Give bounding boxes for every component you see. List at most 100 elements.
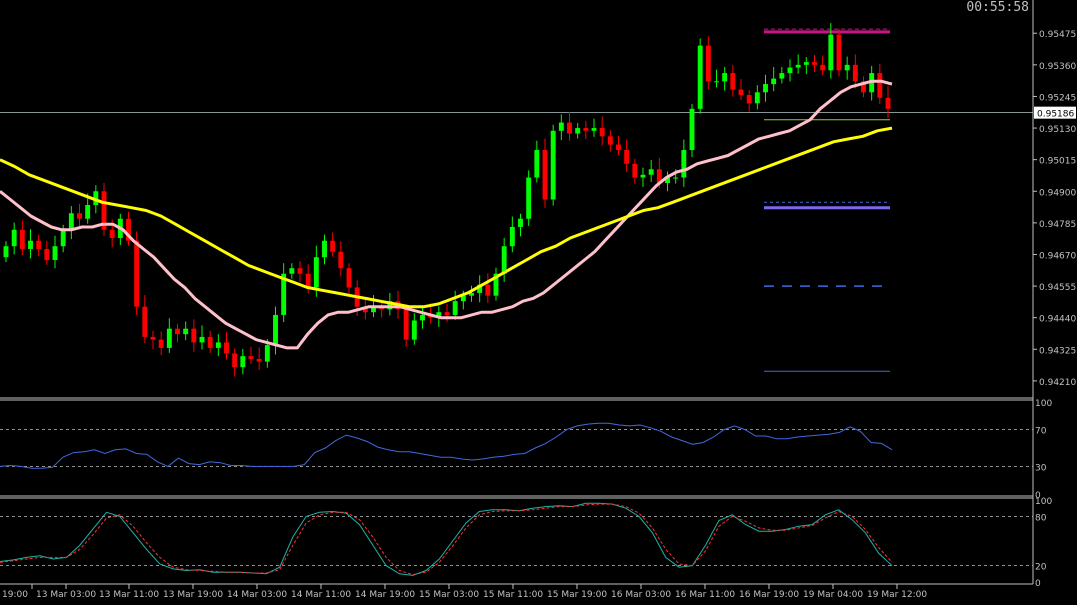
candle-body — [11, 229, 17, 247]
price-tick-label: 0.94900 — [1039, 188, 1076, 198]
candle-body — [722, 73, 728, 82]
current-price-box — [1034, 106, 1076, 119]
price-tick-label: 0.95475 — [1039, 30, 1076, 40]
yellow-moving-average-line — [0, 126, 893, 309]
candle-body — [632, 163, 638, 178]
candle-body — [820, 64, 826, 71]
rsi-tick-label: 30 — [1035, 463, 1047, 473]
candle-body — [191, 328, 197, 343]
candle-body — [681, 150, 687, 178]
candle-body — [861, 81, 866, 93]
candle-body — [248, 356, 254, 359]
candle-body — [215, 342, 221, 348]
candle-body — [624, 150, 630, 164]
time-tick-label: 15 Mar 03:00 — [419, 590, 479, 600]
candle-body — [126, 218, 131, 241]
candle-body — [313, 257, 319, 288]
time-tick-label: 19 Mar 12:00 — [867, 590, 927, 600]
price-axis: 0.95475 0.95360 0.95245 0.95130 0.95015 0.949… — [1033, 30, 1076, 589]
candle-body — [36, 240, 42, 249]
candle-body — [795, 64, 801, 68]
candle-body — [836, 34, 842, 71]
candle-body — [493, 273, 499, 296]
candle-body — [518, 218, 523, 227]
time-tick-label: 14 Mar 03:00 — [227, 590, 287, 600]
candle-body — [346, 268, 352, 288]
candle-body — [583, 128, 589, 131]
candle-body — [109, 229, 115, 238]
candle-body — [403, 309, 409, 340]
candle-body — [240, 356, 246, 368]
candle-body — [3, 246, 9, 258]
candle-body — [689, 108, 695, 151]
candle-body — [371, 306, 376, 313]
candle-body — [763, 84, 768, 93]
candle-body — [452, 301, 458, 315]
price-tick-label: 0.95245 — [1039, 93, 1076, 103]
price-tick-label: 0.94440 — [1039, 315, 1076, 325]
candle-body — [411, 320, 417, 340]
candle-body — [828, 34, 834, 71]
candle-body — [787, 67, 793, 74]
stochastic-tick-label: 0 — [1035, 579, 1041, 589]
candle-body — [803, 62, 809, 65]
stochastic-tick-label: 80 — [1035, 513, 1047, 523]
candle-body — [591, 128, 597, 131]
candle-body — [436, 312, 442, 318]
candle-body — [158, 339, 164, 348]
candle-body — [746, 95, 752, 104]
stochastic-pane[interactable] — [0, 502, 1033, 576]
candle-body — [738, 89, 744, 96]
candle-body — [142, 306, 148, 337]
candle-body — [175, 328, 180, 335]
candle-body — [599, 128, 605, 137]
candle-body — [166, 328, 172, 348]
candle-body — [224, 342, 229, 354]
time-tick-label: 13 Mar 11:00 — [99, 590, 159, 600]
candle-body — [648, 169, 654, 175]
candle-body — [183, 328, 189, 335]
time-tick-label: 13 Mar 19:00 — [163, 590, 223, 600]
rsi-pane[interactable] — [0, 422, 1033, 469]
candle-body — [77, 213, 82, 219]
candle-body — [420, 314, 425, 321]
candle-body — [567, 122, 572, 134]
current-price-label: 0.95186 — [1037, 110, 1074, 120]
candle-body — [199, 336, 205, 343]
candle-body — [68, 213, 74, 230]
price-pane[interactable] — [0, 23, 1033, 377]
candle-body — [19, 229, 25, 249]
candle-body — [754, 92, 760, 104]
candle-body — [575, 128, 581, 134]
time-tick-label: 13 Mar 03:00 — [36, 590, 96, 600]
candle-body — [297, 268, 303, 274]
candle-body — [714, 81, 719, 83]
candle-body — [885, 97, 891, 109]
candle-body — [812, 62, 817, 65]
candle-body — [256, 358, 262, 362]
candle-body — [542, 150, 548, 200]
candle-body — [322, 240, 327, 258]
time-tick-label: 14 Mar 11:00 — [291, 590, 351, 600]
price-tick-label: 0.95015 — [1039, 157, 1076, 167]
candle-body — [60, 229, 66, 247]
candle-body — [52, 246, 58, 260]
stochastic-tick-label: 20 — [1035, 563, 1047, 573]
candle-body — [330, 240, 336, 252]
candle-body — [844, 64, 850, 71]
candle-body — [338, 251, 344, 269]
candle-body — [460, 295, 466, 302]
price-tick-label: 0.94785 — [1039, 220, 1076, 230]
candle-body — [640, 174, 646, 178]
candle-body — [281, 273, 287, 315]
price-tick-label: 0.94325 — [1039, 346, 1076, 356]
time-axis: 19:00 13 Mar 03:00 13 Mar 11:00 13 Mar 19:0… — [2, 584, 927, 600]
candle-body — [526, 177, 532, 219]
candle-body — [852, 64, 858, 82]
candle-body — [665, 177, 670, 184]
price-tick-label: 0.94210 — [1039, 378, 1076, 388]
candle-body — [273, 314, 278, 346]
stochastic-line — [0, 503, 893, 576]
time-tick-label: 16 Mar 03:00 — [611, 590, 671, 600]
